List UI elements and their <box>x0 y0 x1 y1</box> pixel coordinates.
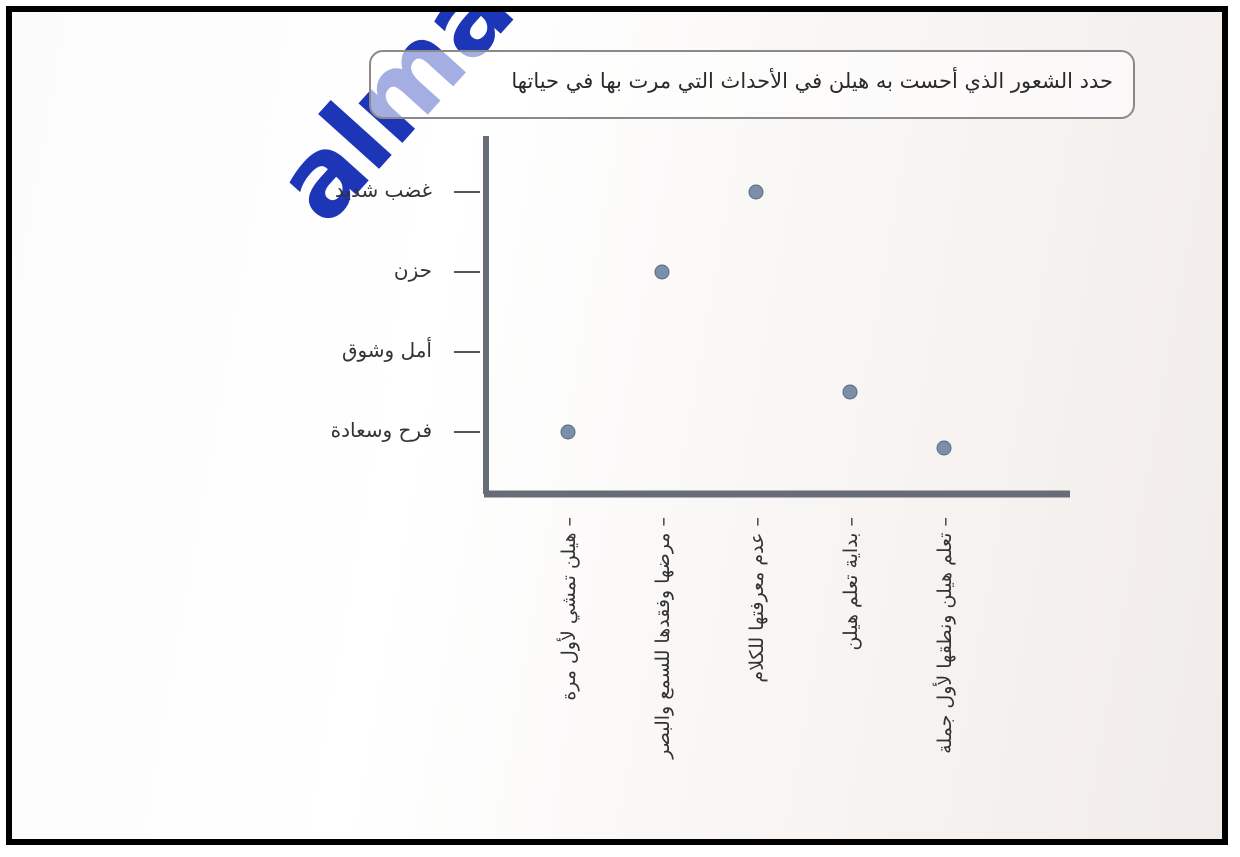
data-point <box>842 384 858 400</box>
data-point <box>560 424 576 440</box>
y-tick-label: غضب شديد <box>334 178 432 202</box>
data-point <box>936 440 952 456</box>
question-title: حدد الشعور الذي أحست به هيلن في الأحداث … <box>511 69 1113 93</box>
y-tick-label: أمل وشوق <box>341 338 432 362</box>
x-tick-label: – عدم معرفتها للكلام <box>746 517 768 683</box>
y-tick-label: فرح وسعادة <box>330 418 432 442</box>
feelings-chart <box>454 136 1070 498</box>
worksheet-frame: almanahj حدد الشعور الذي أحست به هيلن في… <box>6 6 1228 845</box>
data-point <box>748 184 764 200</box>
x-tick-label: – بداية تعلم هيلن <box>840 517 862 651</box>
x-tick-label: – تعلم هيلن ونطقها لأول جملة <box>934 517 956 754</box>
x-tick-label: – هيلن تمشي لأول مرة <box>558 517 580 701</box>
y-tick-label: حزن <box>393 258 432 282</box>
data-point <box>654 264 670 280</box>
x-tick-label: – مرضها وفقدها للسمع والبصر <box>652 517 674 759</box>
question-box: حدد الشعور الذي أحست به هيلن في الأحداث … <box>369 50 1135 119</box>
